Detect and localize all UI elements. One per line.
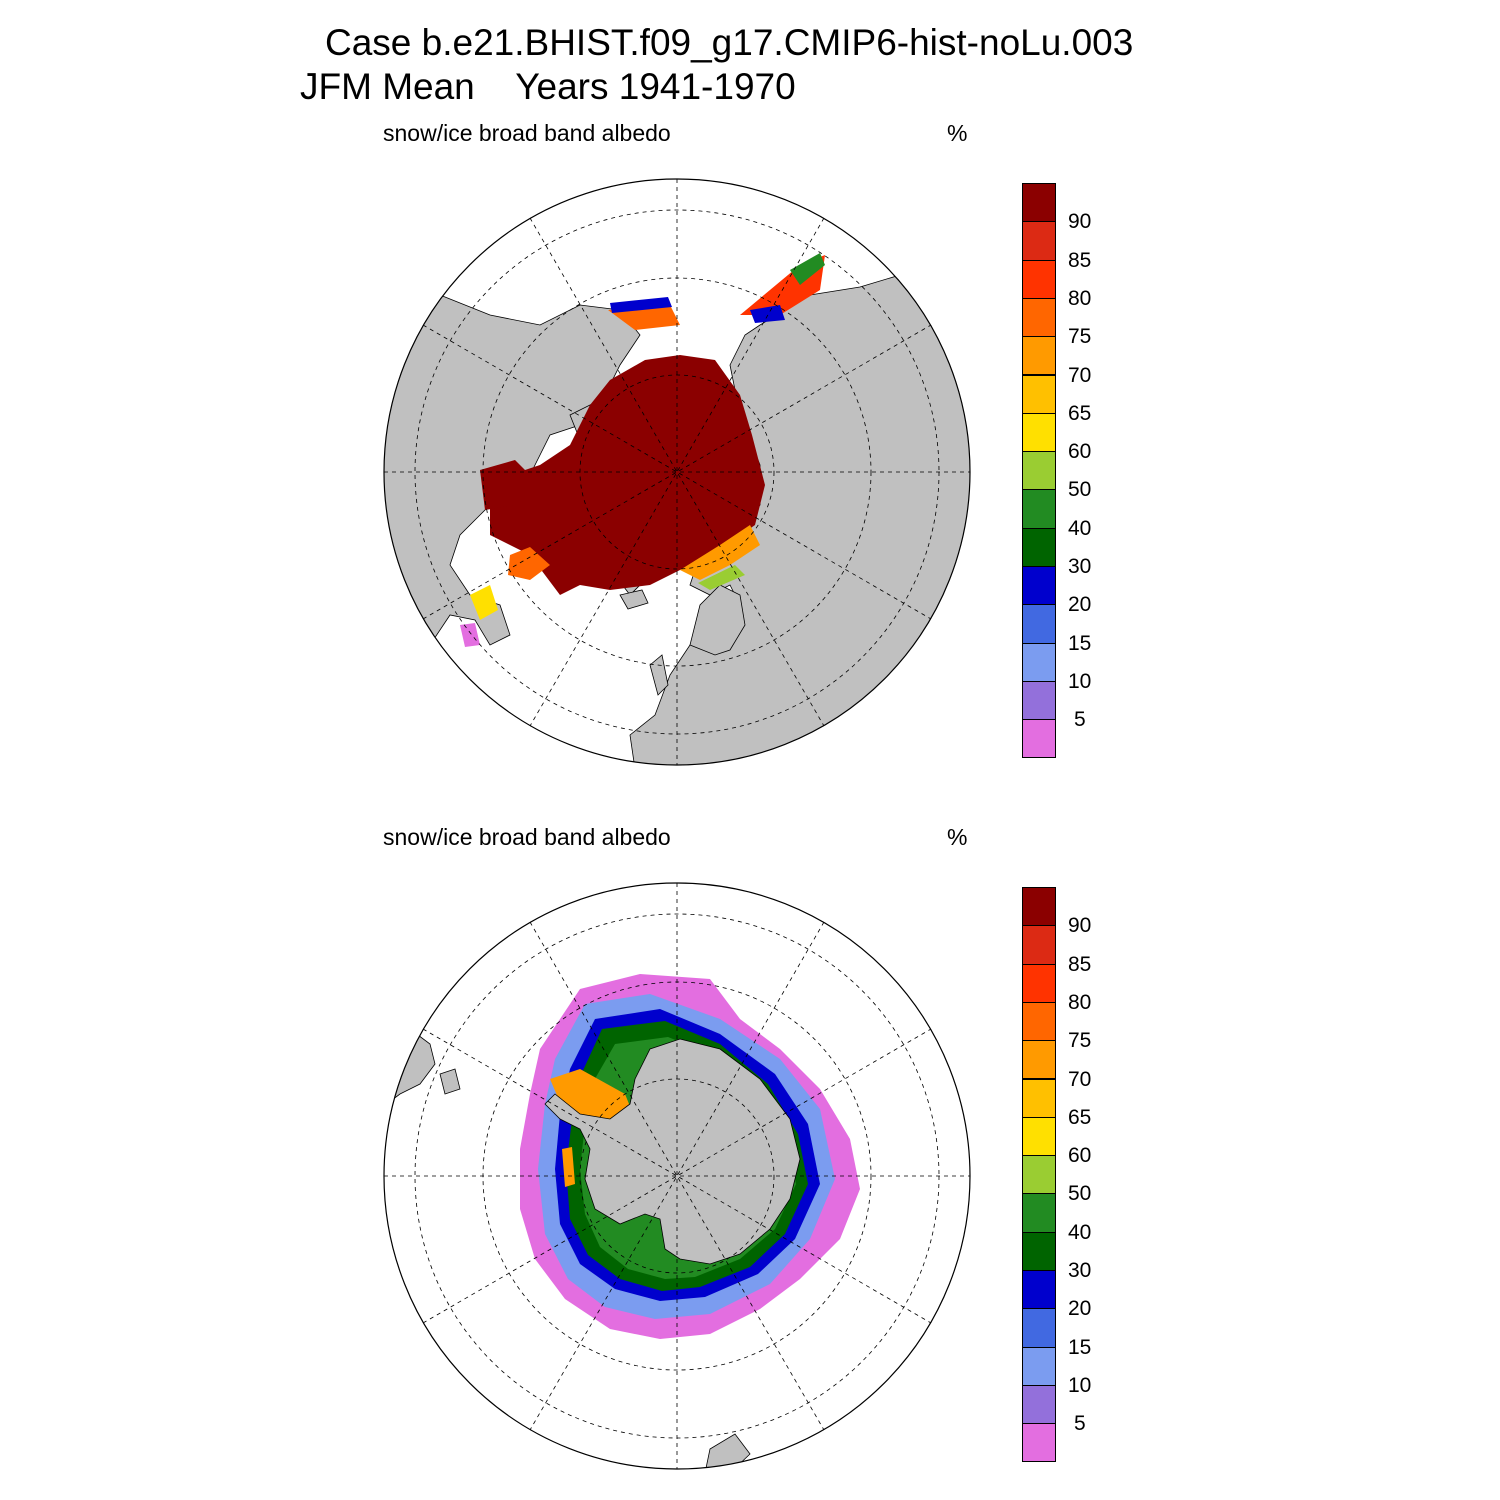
panel-units-label: %	[947, 120, 968, 146]
colorbar-swatch	[1022, 336, 1056, 376]
colorbar-tick-label: 80	[1068, 990, 1092, 1014]
panel-variable-label: snow/ice broad band albedo	[383, 824, 671, 850]
colorbar-swatch	[1022, 604, 1056, 644]
colorbar-south: 5 10 15 20 30 40 50 60 65 70 75 80 85 90	[1022, 887, 1152, 1463]
colorbar-tick-label: 20	[1068, 593, 1092, 617]
panel-variable-label: snow/ice broad band albedo	[383, 120, 671, 146]
colorbar-swatch	[1022, 887, 1056, 927]
colorbar-swatch	[1022, 451, 1056, 491]
colorbar-swatch	[1022, 183, 1056, 223]
colorbar-tick-label: 20	[1068, 1297, 1092, 1321]
colorbar-north: 5 10 15 20 30 40 50 60 65 70 75 80 85 90	[1022, 183, 1152, 759]
colorbar-tick-label: 90	[1068, 210, 1092, 234]
colorbar-tick-label: 85	[1068, 952, 1092, 976]
colorbar-tick-label: 60	[1068, 440, 1092, 464]
colorbar-swatch	[1022, 719, 1056, 759]
figure-title-line1: Case b.e21.BHIST.f09_g17.CMIP6-hist-noLu…	[325, 22, 1134, 63]
colorbar-swatch	[1022, 527, 1056, 567]
colorbar-tick-label: 50	[1068, 478, 1092, 502]
colorbar-tick-label: 80	[1068, 286, 1092, 310]
colorbar-tick-label: 75	[1068, 325, 1092, 349]
figure-title-line2: JFM Mean Years 1941-1970	[300, 66, 796, 107]
colorbar-swatch	[1022, 1078, 1056, 1118]
colorbar-tick-label: 70	[1068, 1067, 1092, 1091]
colorbar-tick-label: 10	[1068, 669, 1092, 693]
colorbar-tick-label: 15	[1068, 1335, 1092, 1359]
polar-map-north	[383, 178, 971, 766]
graticule	[384, 883, 970, 1469]
colorbar-tick-label: 65	[1068, 1105, 1092, 1129]
colorbar-swatch	[1022, 1346, 1056, 1386]
colorbar-swatch	[1022, 374, 1056, 414]
colorbar-tick-label: 90	[1068, 914, 1092, 938]
colorbar-swatch	[1022, 297, 1056, 338]
colorbar-swatch	[1022, 259, 1056, 299]
colorbar-tick-label: 85	[1068, 248, 1092, 272]
colorbar-swatch	[1022, 1155, 1056, 1195]
colorbar-tick-label: 60	[1068, 1144, 1092, 1168]
colorbar-swatch	[1022, 1423, 1056, 1463]
colorbar-tick-label: 15	[1068, 631, 1092, 655]
colorbar-tick-label: 40	[1068, 516, 1092, 540]
colorbar-tick-label: 50	[1068, 1182, 1092, 1206]
colorbar-swatch	[1022, 1193, 1056, 1233]
colorbar-swatch	[1022, 1384, 1056, 1425]
colorbar-swatch	[1022, 1308, 1056, 1348]
colorbar-swatch	[1022, 1001, 1056, 1042]
colorbar-swatch	[1022, 680, 1056, 721]
colorbar-swatch	[1022, 221, 1056, 261]
panel-units-label: %	[947, 824, 968, 850]
colorbar-tick-label: 70	[1068, 363, 1092, 387]
colorbar-swatch	[1022, 412, 1056, 453]
colorbar-swatch	[1022, 1040, 1056, 1080]
colorbar-swatch	[1022, 489, 1056, 529]
colorbar-tick-label: 65	[1068, 401, 1092, 425]
colorbar-swatch	[1022, 1116, 1056, 1157]
graticule	[384, 179, 970, 765]
colorbar-swatch	[1022, 642, 1056, 682]
colorbar-tick-label: 5	[1074, 708, 1086, 732]
colorbar-swatch	[1022, 963, 1056, 1003]
colorbar-swatch	[1022, 566, 1056, 606]
colorbar-swatch	[1022, 1270, 1056, 1310]
colorbar-tick-label: 30	[1068, 1259, 1092, 1282]
colorbar-swatch	[1022, 1231, 1056, 1271]
colorbar-tick-label: 40	[1068, 1220, 1092, 1244]
colorbar-swatch	[1022, 925, 1056, 965]
colorbar-tick-label: 75	[1068, 1029, 1092, 1053]
colorbar-tick-label: 10	[1068, 1373, 1092, 1397]
colorbar-tick-label: 30	[1068, 555, 1092, 578]
polar-map-south	[383, 882, 971, 1470]
colorbar-tick-label: 5	[1074, 1412, 1086, 1436]
